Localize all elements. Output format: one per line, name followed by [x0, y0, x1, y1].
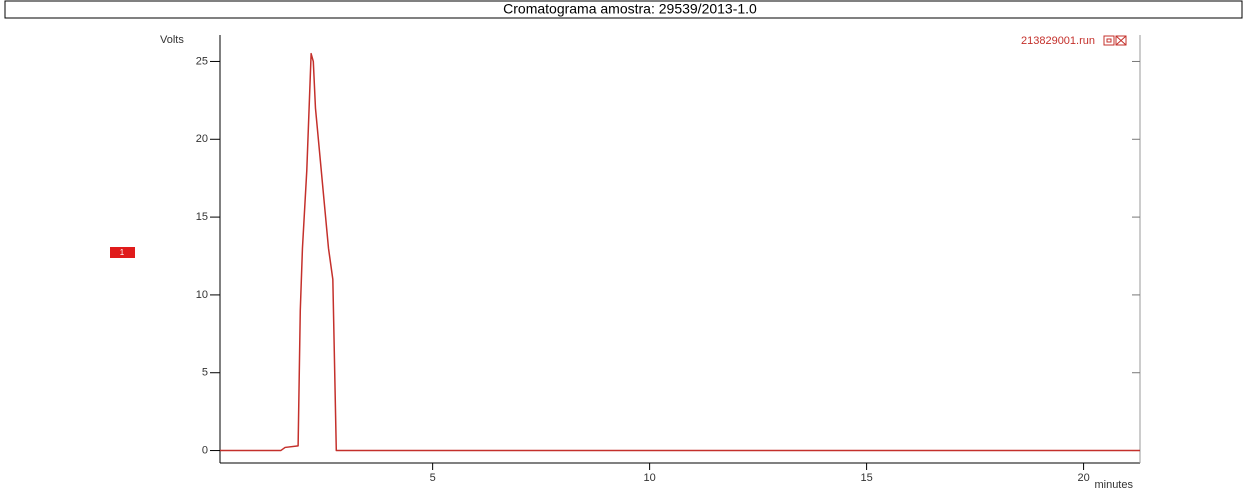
window-icon	[1106, 38, 1112, 43]
file-label: 213829001.run	[1021, 35, 1095, 47]
x-axis-label: minutes	[1094, 479, 1133, 491]
close-icon	[1115, 35, 1127, 46]
series-line	[220, 52, 1140, 452]
x-tick-label: 10	[643, 472, 655, 484]
x-tick-label: 20	[1077, 472, 1089, 484]
close-icon	[1115, 35, 1127, 46]
y-tick-label: 15	[196, 211, 208, 223]
peak-marker	[110, 247, 135, 258]
x-tick-label: 15	[860, 472, 872, 484]
x-tick-label: 5	[430, 472, 436, 484]
y-tick-label: 0	[202, 444, 208, 456]
y-tick-label: 10	[196, 289, 208, 301]
y-tick-label: 25	[196, 55, 208, 67]
window-icon	[1103, 35, 1115, 46]
chart-title: Cromatograma amostra: 29539/2013-1.0	[503, 1, 757, 17]
y-tick-label: 20	[196, 133, 208, 145]
y-tick-label: 5	[202, 367, 208, 379]
peak-label: 1	[120, 248, 125, 257]
title-bar	[4, 0, 1243, 19]
y-axis-label: Volts	[160, 34, 184, 46]
